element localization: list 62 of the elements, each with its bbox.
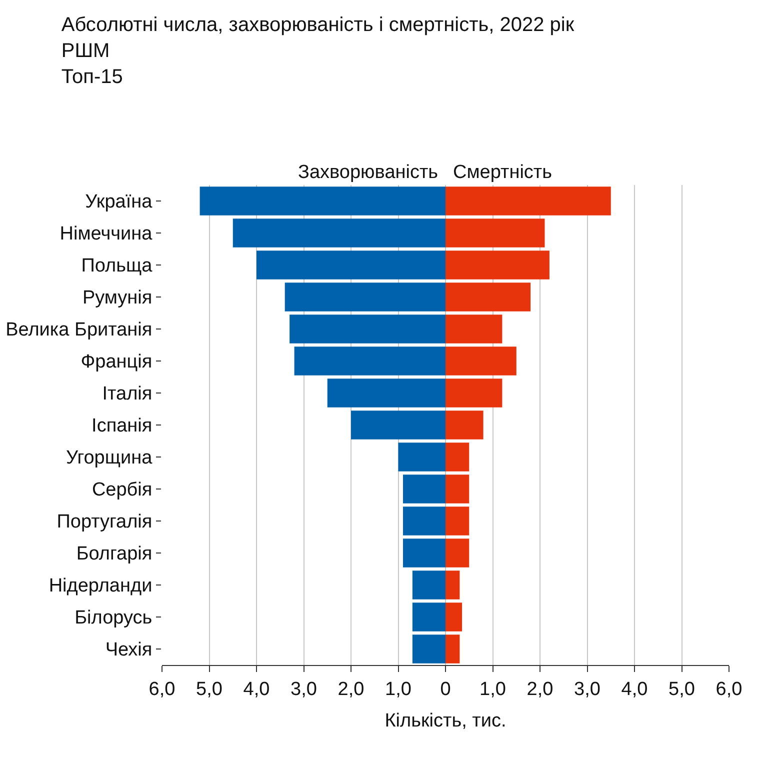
y-tick-label: Велика Британія	[6, 320, 152, 341]
bar	[446, 186, 611, 216]
bar	[446, 570, 460, 600]
x-tick-label: 3,0	[574, 678, 600, 700]
bar	[412, 602, 446, 632]
y-tick-label: Болгарія	[76, 544, 152, 565]
x-tick-label: 5,0	[196, 678, 222, 700]
bar	[232, 218, 446, 248]
bar	[446, 282, 531, 312]
bar	[294, 346, 446, 376]
bar	[200, 186, 446, 216]
x-axis-title: Кількість, тис.	[384, 710, 506, 732]
x-tick-label: 4,0	[621, 678, 648, 700]
y-tick-label: Нідерланди	[48, 576, 152, 597]
y-tick-label: Румунія	[82, 288, 152, 309]
bar	[284, 282, 446, 312]
x-tick-label: 4,0	[243, 678, 270, 700]
bar	[290, 314, 446, 344]
y-tick-label: Франція	[80, 352, 152, 373]
bar	[402, 506, 446, 536]
y-tick-label: Польща	[81, 256, 153, 277]
x-tick-label: 3,0	[290, 678, 317, 700]
bar	[446, 602, 462, 632]
series-label: Захворюваність	[298, 162, 438, 183]
bar	[446, 506, 470, 536]
x-tick-label: 6,0	[716, 678, 742, 700]
bar	[446, 442, 470, 472]
x-tick-label: 1,0	[480, 678, 506, 700]
bar	[412, 570, 446, 600]
y-tick-label: Білорусь	[74, 608, 152, 629]
bar	[256, 250, 446, 280]
bar	[446, 410, 484, 440]
y-tick-label: Португалія	[56, 512, 152, 533]
series-label: Смертність	[453, 162, 552, 183]
x-tick-label: 0	[440, 678, 451, 700]
x-tick-label: 2,0	[526, 678, 554, 700]
y-tick-label: Іспанія	[92, 416, 152, 437]
y-tick-label: Угорщина	[66, 448, 153, 469]
x-tick-label: 6,0	[148, 678, 176, 700]
chart-title: Абсолютні числа, захворюваність і смертність, 2022 рік РШМ Топ-15	[61, 14, 574, 88]
bar	[398, 442, 446, 472]
x-tick-label: 5,0	[668, 678, 695, 700]
bar	[446, 474, 470, 504]
bar	[402, 538, 446, 568]
bar	[446, 218, 545, 248]
x-tick-label: 1,0	[385, 678, 412, 700]
bar	[402, 474, 446, 504]
bar	[446, 346, 516, 376]
bar	[327, 378, 446, 408]
y-tick-label: Чехія	[105, 640, 152, 661]
x-tick-label: 2,0	[338, 678, 364, 700]
bar	[446, 378, 502, 408]
y-tick-label: Україна	[85, 192, 153, 213]
bar	[446, 634, 460, 664]
bar	[446, 250, 550, 280]
y-tick-label: Сербія	[92, 480, 152, 501]
bar	[446, 538, 470, 568]
bar	[351, 410, 446, 440]
y-tick-label: Німеччина	[60, 224, 153, 245]
bar	[446, 314, 502, 344]
bar	[412, 634, 446, 664]
y-tick-label: Італія	[102, 384, 152, 405]
